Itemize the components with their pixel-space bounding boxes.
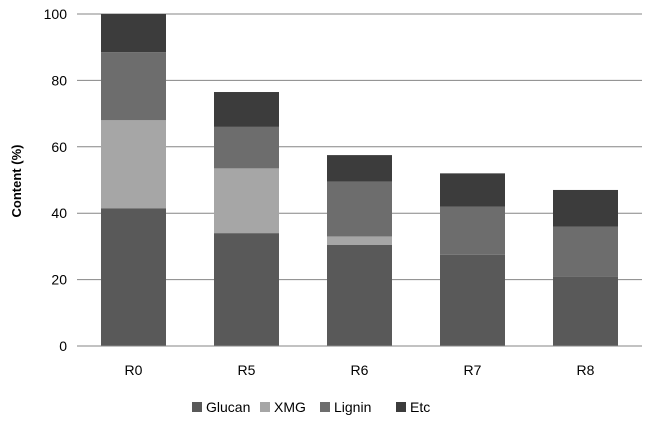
bar-segment-glucan-r8	[553, 276, 618, 346]
legend-swatch-glucan	[192, 402, 202, 412]
bar-segment-glucan-r7	[440, 254, 505, 346]
bar-segment-lignin-r6	[327, 181, 392, 237]
bar-segment-xmg-r0	[101, 120, 166, 209]
bar-segment-lignin-r0	[101, 52, 166, 121]
y-tick-label: 60	[51, 139, 67, 155]
x-tick-label: R8	[577, 362, 595, 378]
x-tick-label: R5	[238, 362, 256, 378]
bar-segment-etc-r7	[440, 173, 505, 207]
legend: Glucan XMG Lignin Etc	[192, 399, 430, 415]
bar-segment-etc-r0	[101, 14, 166, 53]
legend-swatch-xmg	[260, 402, 270, 412]
legend-swatch-etc	[396, 402, 406, 412]
y-axis-ticks: 0 20 40 60 80 100	[44, 6, 68, 354]
bar-segment-xmg-r6	[327, 236, 392, 245]
y-axis-title: Content (%)	[9, 145, 24, 218]
y-tick-label: 20	[51, 272, 67, 288]
bar-segment-glucan-r6	[327, 244, 392, 346]
y-tick-label: 80	[51, 72, 67, 88]
bar-segment-etc-r5	[214, 92, 279, 127]
bars	[101, 14, 618, 346]
x-axis-ticks: R0 R5 R6 R7 R8	[125, 362, 595, 378]
x-tick-label: R6	[351, 362, 369, 378]
bar-segment-lignin-r8	[553, 226, 618, 277]
x-tick-label: R0	[125, 362, 143, 378]
bar-segment-xmg-r5	[214, 168, 279, 234]
legend-swatch-lignin	[320, 402, 330, 412]
bar-segment-lignin-r7	[440, 206, 505, 255]
bar-segment-etc-r8	[553, 189, 618, 227]
x-tick-label: R7	[464, 362, 482, 378]
gridlines	[77, 13, 642, 281]
bar-segment-lignin-r5	[214, 126, 279, 169]
bar-segment-etc-r6	[327, 155, 392, 182]
legend-label-xmg: XMG	[274, 399, 306, 415]
legend-label-etc: Etc	[410, 399, 430, 415]
y-tick-label: 40	[51, 205, 67, 221]
y-tick-label: 0	[59, 338, 67, 354]
legend-label-lignin: Lignin	[334, 399, 371, 415]
bar-segment-glucan-r0	[101, 208, 166, 346]
legend-label-glucan: Glucan	[206, 399, 250, 415]
bar-segment-glucan-r5	[214, 233, 279, 346]
y-tick-label: 100	[44, 6, 68, 22]
